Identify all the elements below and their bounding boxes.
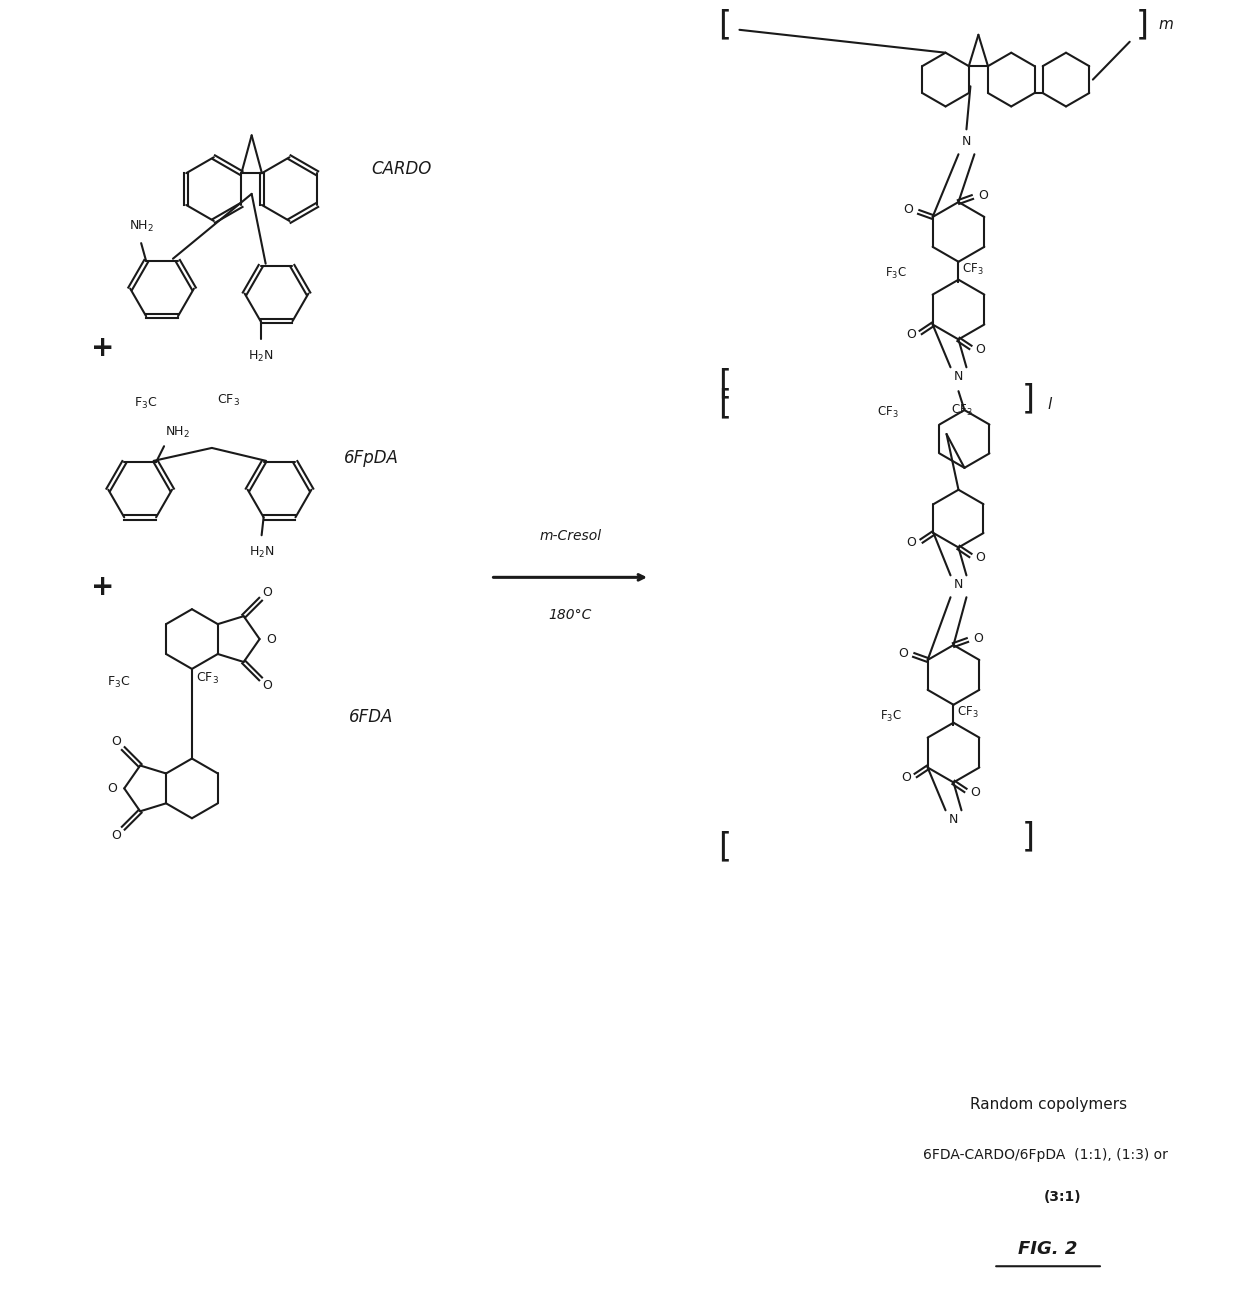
Text: CF$_3$: CF$_3$ — [217, 392, 239, 408]
Text: [: [ — [718, 388, 732, 421]
Text: H$_2$N: H$_2$N — [248, 349, 273, 363]
Text: O: O — [263, 586, 273, 599]
Text: N: N — [949, 813, 959, 826]
Text: ]: ] — [1022, 383, 1034, 416]
Text: O: O — [905, 328, 915, 341]
Text: CF$_3$: CF$_3$ — [962, 263, 985, 277]
Text: NH$_2$: NH$_2$ — [165, 425, 191, 440]
Text: ]: ] — [1022, 821, 1034, 853]
Text: 6FpDA: 6FpDA — [343, 448, 398, 467]
Text: O: O — [898, 647, 908, 660]
Text: 180°C: 180°C — [548, 608, 591, 622]
Text: CARDO: CARDO — [371, 161, 432, 178]
Text: CF$_3$: CF$_3$ — [951, 403, 972, 418]
Text: 6FDA-CARDO/6FpDA  (1:1), (1:3) or: 6FDA-CARDO/6FpDA (1:1), (1:3) or — [924, 1148, 1173, 1162]
Text: 6FDA: 6FDA — [348, 707, 393, 725]
Text: CF$_3$: CF$_3$ — [957, 706, 980, 720]
Text: N: N — [954, 370, 963, 383]
Text: O: O — [112, 829, 122, 842]
Text: F$_3$C: F$_3$C — [879, 710, 901, 724]
Text: F$_3$C: F$_3$C — [107, 676, 130, 690]
Text: l: l — [1048, 396, 1053, 412]
Text: O: O — [976, 342, 986, 356]
Text: O: O — [108, 782, 118, 795]
Text: [: [ — [718, 8, 732, 42]
Text: +: + — [91, 574, 114, 601]
Text: CF$_3$: CF$_3$ — [196, 672, 218, 686]
Text: F$_3$C: F$_3$C — [884, 267, 906, 281]
Text: m-Cresol: m-Cresol — [539, 528, 601, 542]
Text: NH$_2$: NH$_2$ — [129, 218, 154, 234]
Text: N: N — [954, 578, 963, 591]
Text: O: O — [978, 188, 988, 201]
Text: Random copolymers: Random copolymers — [970, 1098, 1127, 1112]
Text: O: O — [112, 735, 122, 748]
Text: +: + — [91, 335, 114, 362]
Text: m: m — [1158, 17, 1173, 33]
Text: O: O — [267, 633, 277, 646]
Text: CF$_3$: CF$_3$ — [877, 405, 899, 420]
Text: [: [ — [718, 367, 732, 401]
Text: H$_2$N: H$_2$N — [249, 545, 274, 559]
Text: ]: ] — [1136, 8, 1149, 42]
Text: F$_3$C: F$_3$C — [134, 396, 157, 410]
Text: N: N — [962, 135, 971, 148]
Text: FIG. 2: FIG. 2 — [1018, 1240, 1078, 1259]
Text: O: O — [971, 786, 981, 799]
Text: (3:1): (3:1) — [1044, 1189, 1081, 1204]
Text: O: O — [900, 771, 910, 784]
Text: O: O — [973, 631, 983, 644]
Text: [: [ — [718, 831, 732, 864]
Text: O: O — [903, 204, 913, 217]
Text: O: O — [976, 552, 986, 563]
Text: O: O — [263, 680, 273, 693]
Text: O: O — [906, 536, 916, 549]
